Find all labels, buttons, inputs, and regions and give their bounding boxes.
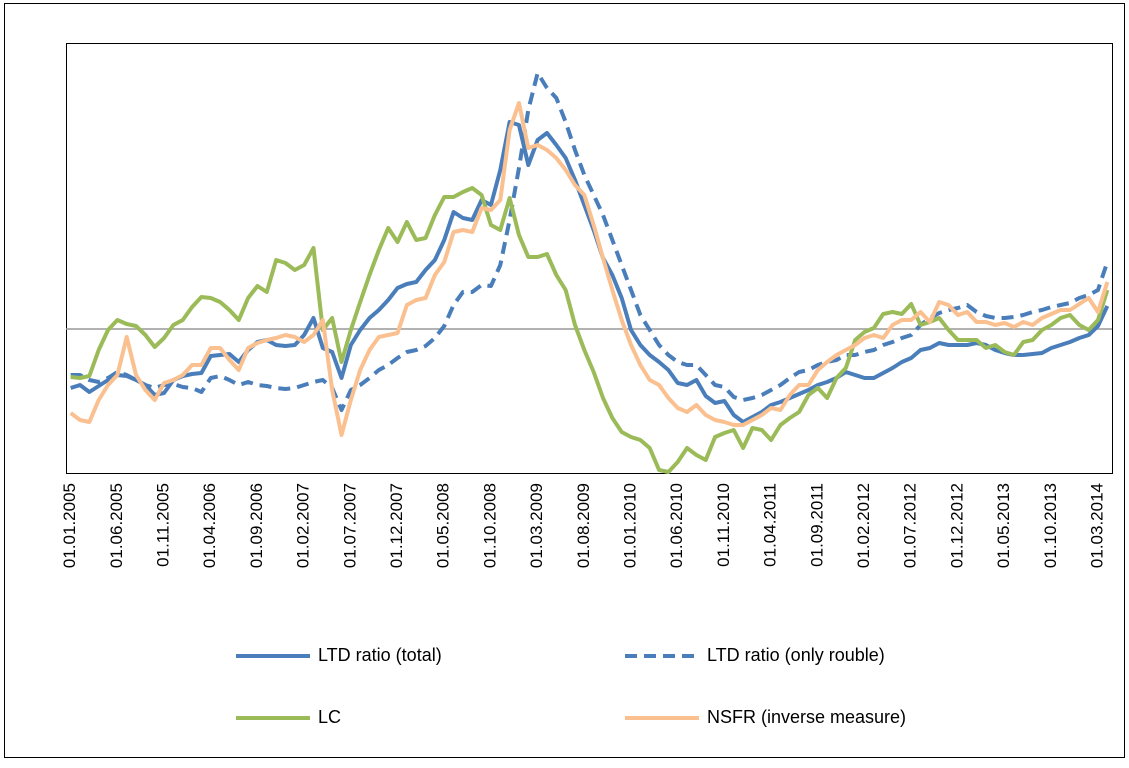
x-tick-label: 01.09.2006 — [247, 483, 266, 568]
chart-border — [4, 3, 1125, 758]
x-tick-label: 01.04.2006 — [200, 483, 219, 568]
x-tick-label: 01.06.2005 — [107, 483, 126, 568]
legend-label: LTD ratio (only rouble) — [707, 645, 885, 665]
x-tick-label: 01.06.2010 — [667, 483, 686, 568]
plot-border — [66, 43, 1113, 474]
x-tick-label: 01.04.2011 — [761, 483, 780, 567]
x-tick-label: 01.07.2012 — [901, 483, 920, 568]
x-tick-label: 01.01.2010 — [621, 483, 640, 568]
x-tick-label: 01.02.2012 — [854, 483, 873, 568]
x-tick-label: 01.12.2007 — [387, 483, 406, 568]
series-line — [70, 186, 1110, 474]
legend-label: LTD ratio (total) — [318, 645, 442, 665]
x-tick-label: 01.11.2010 — [714, 483, 733, 567]
x-tick-label: 01.01.2005 — [60, 483, 79, 568]
x-tick-label: 01.03.2014 — [1087, 483, 1106, 568]
x-tick-label: 01.05.2008 — [434, 483, 453, 568]
x-tick-label: 01.02.2007 — [294, 483, 313, 568]
x-tick-label: 01.10.2013 — [1041, 483, 1060, 568]
x-tick-label: 01.11.2005 — [154, 483, 173, 567]
x-tick-label: 01.07.2007 — [340, 483, 359, 568]
x-tick-label: 01.12.2012 — [947, 483, 966, 568]
legend-label: NSFR (inverse measure) — [707, 707, 906, 727]
x-tick-label: 01.08.2009 — [574, 483, 593, 568]
x-tick-label: 01.10.2008 — [480, 483, 499, 568]
x-tick-label: 01.09.2011 — [807, 483, 826, 567]
x-tick-label: 01.05.2013 — [994, 483, 1013, 568]
x-tick-label: 01.03.2009 — [527, 483, 546, 568]
legend-label: LC — [318, 707, 341, 727]
series-line — [69, 101, 1110, 437]
